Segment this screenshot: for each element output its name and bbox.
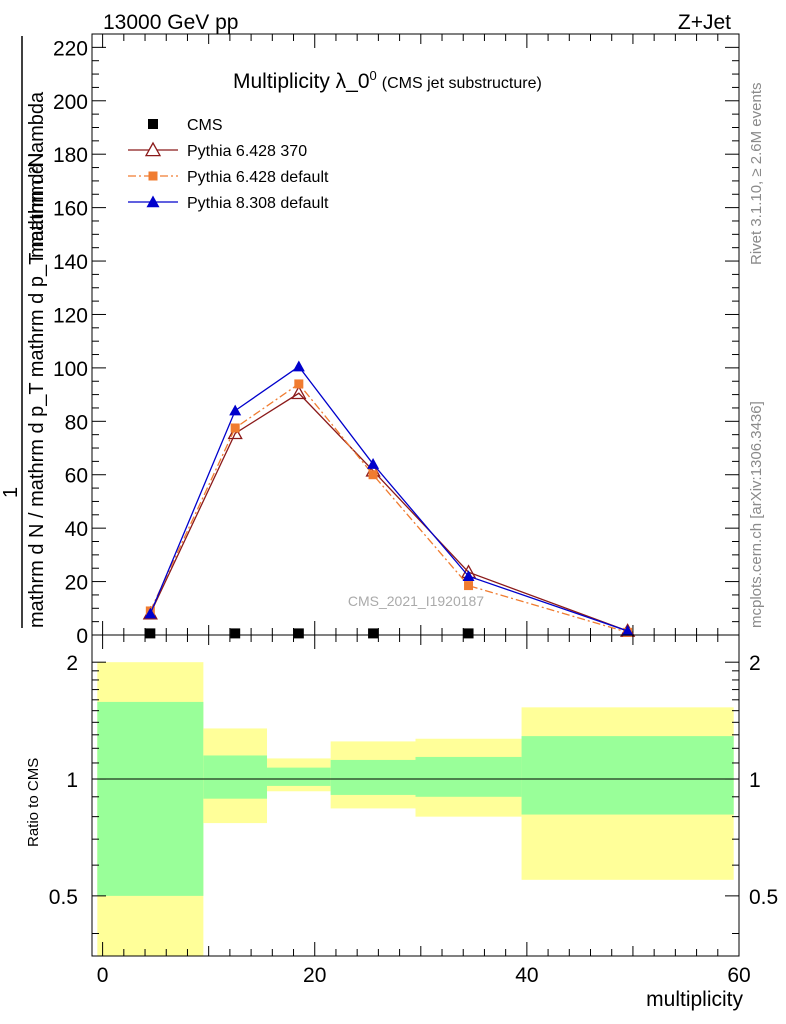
ylabel-prefix: 1 [0, 487, 22, 498]
main-ytick-label: 80 [65, 411, 88, 434]
main-ytick-label: 180 [53, 144, 88, 167]
ratio-plot-panel: 0.5 0.5 1 1 2 2 0 20 40 60 Ratio to CMS multipli… [25, 634, 778, 1011]
main-ytick-label: 20 [65, 572, 88, 595]
ratio-ytick-label-right: 0.5 [749, 886, 778, 909]
legend-marker [146, 195, 160, 208]
ratio-ytick-label-right: 1 [749, 769, 761, 792]
ylabel-denominator: mathrm d N / mathrm d p_T mathrm d p_T m… [26, 91, 48, 628]
data-point [291, 385, 307, 400]
xtick-label: 20 [303, 964, 326, 987]
main-ytick-label: 60 [65, 465, 88, 488]
process-label: Z+Jet [678, 11, 731, 34]
legend-label: CMS [187, 117, 223, 134]
ratio-ytick-label: 0.5 [49, 886, 78, 909]
data-point [462, 570, 475, 582]
ratio-ylabel: Ratio to CMS [25, 758, 42, 847]
main-ytick-label: 100 [53, 358, 88, 381]
data-point [227, 425, 243, 440]
data-point [367, 458, 380, 469]
chart-title: Multiplicity λ_00 (CMS jet substructure) [233, 68, 542, 93]
data-point [368, 470, 378, 480]
main-ytick-label: 160 [53, 198, 88, 221]
legend-label: Pythia 6.428 default [187, 169, 329, 186]
ratio-band-green [415, 756, 522, 797]
main-ytick-label: 0 [76, 625, 88, 648]
data-point [293, 628, 304, 639]
ratio-band-green [267, 767, 331, 786]
legend-label: Pythia 6.428 370 [187, 143, 307, 160]
legend-marker [144, 141, 162, 157]
main-ytick-label: 200 [53, 91, 88, 114]
data-point [230, 423, 240, 433]
main-ytick-label: 220 [53, 37, 88, 60]
ratio-plot-frame [91, 634, 740, 957]
data-point [292, 360, 305, 372]
main-ytick-label: 140 [53, 251, 88, 274]
legend-label: Pythia 8.308 default [187, 195, 329, 212]
chart-title-sup: 0 [370, 68, 377, 83]
ratio-band-green [521, 736, 734, 815]
legend-marker [148, 171, 158, 181]
chart-title-main: Multiplicity λ_0 [233, 70, 370, 93]
data-point [368, 628, 379, 639]
main-plot-panel: 0 20 40 60 80 100 120 140 160 180 200 220 CMS_2021_… [0, 33, 740, 648]
series-line [149, 365, 628, 632]
xtick-label: 40 [515, 964, 538, 987]
legend-marker [148, 119, 158, 129]
ratio-band-green [330, 759, 416, 795]
legend: CMS Pythia 6.428 370 Pythia 6.428 default P… [128, 117, 329, 212]
xtick-label: 0 [97, 964, 109, 987]
main-ylabel: mathrm d²N 1 mathrm d N / mathrm d p_T m… [0, 36, 48, 628]
ratio-ytick-label: 2 [66, 652, 78, 675]
analysis-watermark: CMS_2021_I1920187 [348, 593, 484, 609]
ratio-band-green [97, 701, 204, 896]
rivet-label: Rivet 3.1.10, ≥ 2.6M events [748, 83, 765, 266]
main-ytick-label: 120 [53, 304, 88, 327]
chart-subtitle: (CMS jet substructure) [382, 75, 542, 92]
data-point [145, 628, 156, 639]
mcplots-label: mcplots.cern.ch [arXiv:1306.3436] [748, 401, 765, 628]
ylabel-numerator: mathrm d²N [26, 152, 48, 258]
data-point [229, 404, 242, 416]
series-line [149, 383, 628, 633]
series-line [149, 392, 628, 632]
ratio-bands [92, 662, 739, 956]
main-x-axis [102, 34, 740, 635]
main-series-group [142, 360, 636, 639]
ratio-ytick-label-right: 2 [749, 652, 761, 675]
ratio-y-axis: 0.5 0.5 1 1 2 2 [49, 652, 778, 934]
energy-label: 13000 GeV pp [103, 11, 238, 34]
ratio-band-green [203, 755, 268, 799]
ratio-ytick-label: 1 [66, 769, 78, 792]
main-y-axis: 0 20 40 60 80 100 120 140 160 180 200 220 [53, 33, 739, 648]
data-point [463, 628, 474, 639]
main-ytick-label: 40 [65, 518, 88, 541]
data-point [144, 607, 157, 619]
xtick-label: 60 [727, 964, 750, 987]
ratio-x-axis: 0 20 40 60 [97, 635, 751, 987]
data-point [230, 628, 241, 639]
data-point [621, 624, 634, 636]
data-point [294, 379, 304, 389]
xlabel: multiplicity [646, 988, 743, 1011]
data-point [464, 581, 474, 591]
